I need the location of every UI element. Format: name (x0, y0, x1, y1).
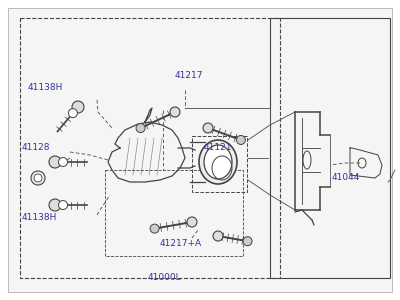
Text: 41044: 41044 (332, 173, 360, 182)
Text: 41138H: 41138H (22, 214, 57, 223)
Bar (20, 18, 280, 278)
Ellipse shape (58, 200, 68, 209)
Text: 41128: 41128 (22, 143, 50, 152)
Ellipse shape (170, 107, 180, 117)
Ellipse shape (204, 145, 232, 179)
Ellipse shape (49, 199, 61, 211)
Ellipse shape (72, 101, 84, 113)
Ellipse shape (187, 217, 197, 227)
Ellipse shape (243, 237, 252, 246)
Bar (192, 136, 247, 192)
Text: 41138H: 41138H (28, 83, 63, 92)
Ellipse shape (236, 136, 245, 145)
Ellipse shape (68, 109, 77, 118)
Ellipse shape (31, 171, 45, 185)
Ellipse shape (49, 156, 61, 168)
Ellipse shape (213, 231, 223, 241)
Ellipse shape (136, 124, 145, 133)
Ellipse shape (199, 140, 237, 184)
Ellipse shape (58, 158, 68, 166)
Text: 41217: 41217 (175, 70, 204, 80)
Ellipse shape (34, 174, 42, 182)
Bar (270, 18, 390, 278)
Text: 41000L: 41000L (148, 274, 182, 283)
Text: 41217+A: 41217+A (160, 239, 202, 248)
Ellipse shape (203, 123, 213, 133)
Text: 41121: 41121 (204, 143, 232, 152)
Ellipse shape (150, 224, 159, 233)
Bar (105, 170, 243, 256)
